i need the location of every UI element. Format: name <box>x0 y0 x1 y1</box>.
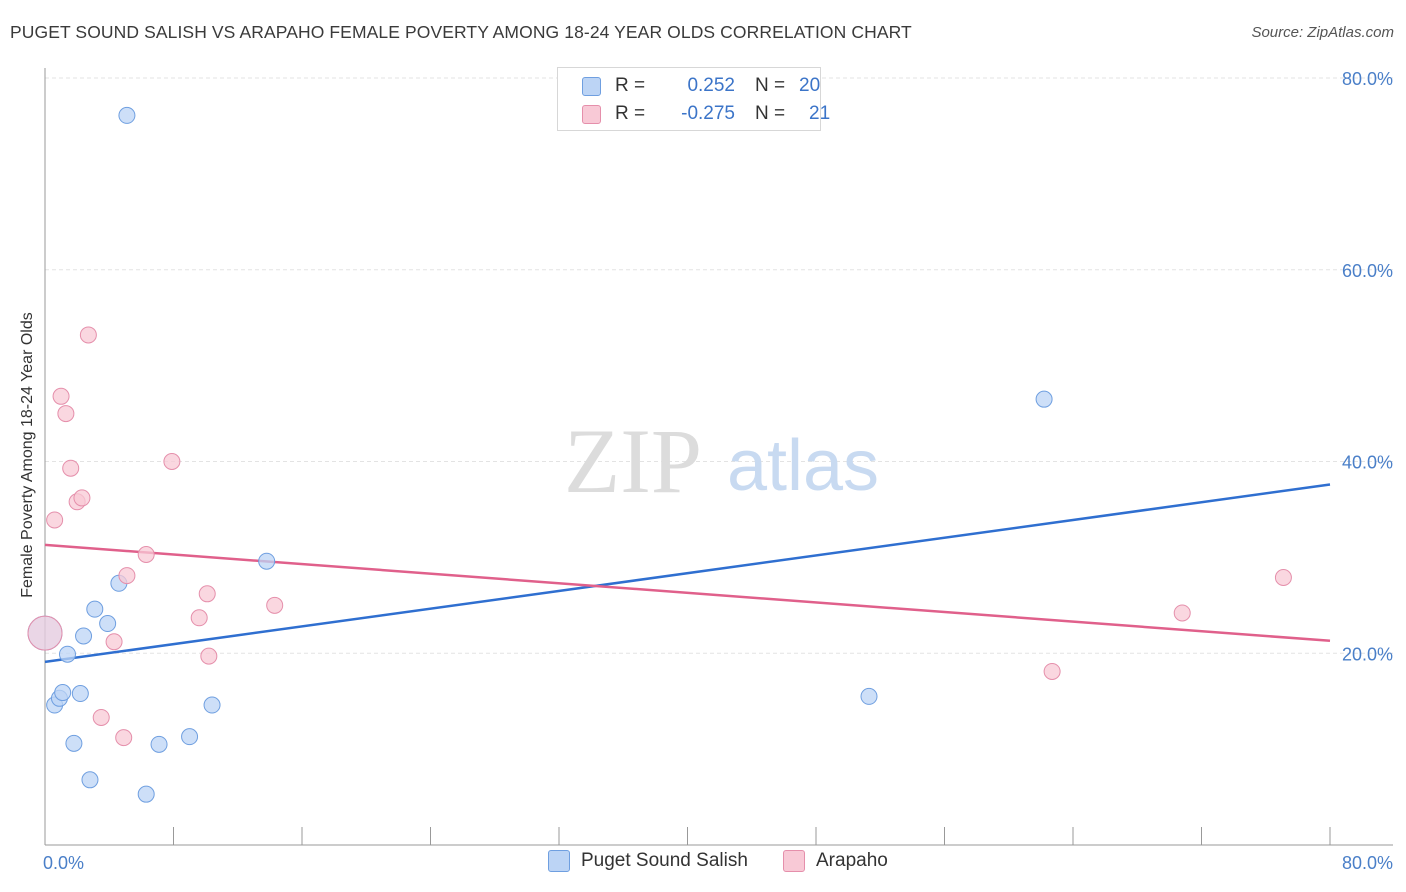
y-tick-label: 20.0% <box>1342 644 1393 664</box>
data-point-arapaho <box>1173 604 1191 622</box>
legend-n-label: N = <box>755 75 786 96</box>
trend-line-arapaho <box>44 543 1331 643</box>
legend-n-label: N = <box>755 103 786 124</box>
y-tick-label: 80.0% <box>1342 69 1393 89</box>
source-label: Source: ZipAtlas.com <box>1251 24 1394 41</box>
data-point-arapaho <box>62 459 80 477</box>
data-point-arapaho <box>92 708 110 726</box>
legend-r-value: -0.275 <box>681 103 735 124</box>
data-point-puget-sound-salish <box>860 687 878 705</box>
axes <box>44 68 1393 846</box>
data-point-arapaho <box>57 405 75 423</box>
data-point-arapaho <box>266 596 284 614</box>
data-point-puget-sound-salish <box>258 552 276 570</box>
data-point-arapaho <box>118 567 136 585</box>
bottom-legend-item-arapaho: Arapaho <box>783 850 888 872</box>
data-point-puget-sound-salish <box>65 734 83 752</box>
data-point-arapaho <box>115 729 133 747</box>
legend-swatch-blue <box>582 76 601 96</box>
legend-r-value: 0.252 <box>687 75 735 96</box>
data-point-arapaho <box>190 609 208 627</box>
data-point-puget-sound-salish <box>150 735 168 753</box>
data-point-arapaho <box>137 545 155 563</box>
y-tick-label: 60.0% <box>1342 261 1393 281</box>
legend-r-label: R = <box>615 75 646 96</box>
data-point-puget-sound-salish <box>181 728 199 746</box>
data-point-arapaho <box>1274 569 1292 587</box>
y-tick-label: 40.0% <box>1342 453 1393 473</box>
bottom-legend-label: Puget Sound Salish <box>581 850 748 871</box>
legend-n-value: 20 <box>799 75 821 96</box>
data-point-puget-sound-salish <box>54 684 72 702</box>
data-point-arapaho <box>198 585 216 603</box>
data-point-puget-sound-salish <box>71 685 89 703</box>
bottom-legend-swatch-pink <box>783 850 805 872</box>
data-point-arapaho <box>73 489 91 507</box>
legend-row-pink: R = -0.275 N = 21 <box>582 101 830 127</box>
bottom-legend-item-puget-sound-salish: Puget Sound Salish <box>548 850 748 872</box>
data-point-arapaho <box>200 647 218 665</box>
data-point-puget-sound-salish <box>118 106 136 124</box>
legend-n-value: 21 <box>809 103 831 124</box>
data-point-arapaho <box>52 387 70 405</box>
data-point-arapaho <box>46 511 64 529</box>
x-tick-label: 0.0% <box>43 853 84 873</box>
legend-row-blue: R = 0.252 N = 20 <box>582 73 820 99</box>
data-point-puget-sound-salish <box>203 696 221 714</box>
legend-r-label: R = <box>615 103 646 124</box>
data-point-puget-sound-salish <box>58 645 76 663</box>
correlation-legend: R = 0.252 N = 20 R = -0.275 N = 21 <box>557 67 830 131</box>
data-point-puget-sound-salish <box>137 785 155 803</box>
grid-lines <box>45 77 1393 654</box>
watermark-atlas: atlas <box>727 426 879 506</box>
data-point-arapaho <box>105 633 123 651</box>
data-points <box>27 106 1292 803</box>
data-point-arapaho <box>163 453 181 470</box>
data-point-arapaho <box>79 326 97 344</box>
watermark-zip: ZIP <box>564 410 702 512</box>
data-point-puget-sound-salish <box>75 627 93 645</box>
bottom-legend-label: Arapaho <box>816 850 888 871</box>
data-point-puget-sound-salish <box>86 600 104 618</box>
data-point-arapaho <box>1043 662 1061 680</box>
data-point-puget-sound-salish <box>1035 390 1053 408</box>
tick-labels: 20.0% 40.0% 60.0% 80.0% 0.0% 80.0% <box>43 69 1393 873</box>
legend-swatch-pink <box>582 104 601 124</box>
data-point-arapaho <box>27 615 63 651</box>
watermark: ZIP atlas <box>564 410 879 512</box>
bottom-legend-swatch-blue <box>548 850 570 872</box>
data-point-puget-sound-salish <box>81 771 99 789</box>
x-tick-label: 80.0% <box>1342 853 1393 873</box>
data-point-puget-sound-salish <box>99 615 117 633</box>
chart-title: PUGET SOUND SALISH VS ARAPAHO FEMALE POV… <box>10 22 912 42</box>
trend-line-puget-sound-salish <box>44 483 1331 664</box>
